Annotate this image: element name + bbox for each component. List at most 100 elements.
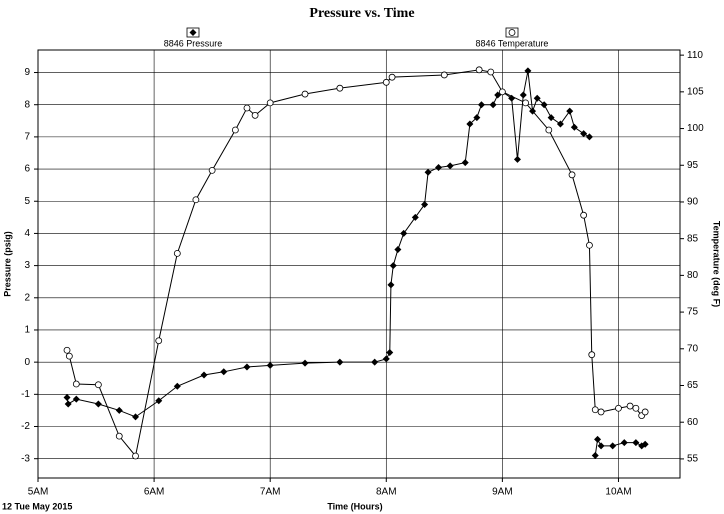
series-line (66, 70, 646, 456)
point (588, 351, 596, 359)
series-line (66, 69, 646, 458)
point (508, 94, 516, 102)
y-tick-label: -3 (21, 453, 30, 464)
point (545, 126, 553, 134)
point (533, 94, 541, 102)
plot-frame (37, 49, 681, 479)
chart-title: Pressure vs. Time (309, 6, 414, 21)
point (155, 337, 163, 345)
point (594, 435, 602, 443)
point (387, 281, 395, 289)
point (192, 196, 200, 204)
y2-tick-label: 105 (687, 86, 704, 97)
point (386, 348, 394, 356)
point (94, 381, 102, 389)
point (540, 101, 548, 109)
x-tick-label: 7AM (260, 487, 281, 498)
point (580, 211, 588, 219)
point (336, 358, 344, 366)
point (513, 155, 521, 163)
x-tick-label: 9AM (492, 487, 513, 498)
point (615, 404, 622, 412)
point (522, 99, 529, 107)
point (389, 262, 397, 270)
point (251, 111, 259, 119)
point (421, 200, 429, 208)
point (580, 130, 588, 138)
point (394, 246, 402, 254)
point (132, 452, 139, 460)
y2-tick-label: 60 (687, 417, 699, 428)
y-tick-label: 9 (24, 67, 30, 78)
point (243, 363, 251, 371)
x-tick-label: 5AM (28, 487, 49, 498)
point (132, 413, 140, 421)
point (641, 440, 649, 448)
y-tick-label: 5 (24, 196, 30, 207)
y2-tick-label: 90 (687, 197, 699, 208)
point (641, 408, 649, 416)
x-axis-title: Time (Hours) (327, 501, 382, 511)
y2-tick-label: 85 (687, 233, 699, 244)
point (487, 68, 495, 76)
point (498, 88, 506, 96)
y2-tick-label: 95 (687, 160, 699, 171)
point (547, 114, 555, 122)
point (115, 432, 123, 440)
point (566, 107, 574, 115)
point (489, 101, 497, 109)
y-tick-label: 4 (24, 228, 30, 239)
point (446, 162, 454, 170)
y-tick-label: 0 (24, 357, 30, 368)
point (400, 229, 408, 237)
point (556, 120, 564, 128)
date-label: 12 Tue May 2015 (2, 501, 72, 511)
y-tick-label: -2 (21, 421, 30, 432)
point (411, 213, 419, 221)
point (585, 133, 593, 141)
point (591, 451, 599, 459)
legend-label: 8846 Pressure (164, 38, 223, 48)
point (461, 159, 469, 167)
point (519, 91, 527, 99)
y-tick-label: 8 (24, 99, 30, 110)
point (597, 442, 605, 450)
point (63, 346, 71, 354)
y-tick-label: 6 (24, 164, 30, 175)
point (200, 371, 208, 379)
point (371, 358, 379, 366)
point (220, 368, 228, 376)
point (632, 439, 640, 447)
point (72, 395, 80, 403)
point (440, 71, 448, 79)
x-tick-label: 8AM (376, 487, 397, 498)
point (65, 352, 73, 360)
point (173, 249, 181, 257)
point (424, 168, 432, 176)
point (466, 120, 474, 128)
point (524, 67, 532, 75)
point (72, 380, 80, 388)
point (609, 442, 617, 450)
point (388, 73, 396, 81)
y2-axis-title: Temperature (deg F) (712, 221, 722, 307)
point (591, 406, 599, 414)
y2-tick-label: 80 (687, 270, 699, 281)
point (570, 123, 578, 131)
point (597, 408, 605, 416)
point (586, 241, 593, 249)
y-tick-label: 7 (24, 132, 30, 143)
y2-tick-label: 110 (687, 50, 703, 61)
point (243, 104, 251, 112)
point (301, 90, 309, 98)
point (435, 163, 443, 171)
point (473, 114, 481, 122)
point (208, 166, 216, 174)
point (231, 126, 239, 134)
point (632, 404, 640, 412)
y2-tick-label: 55 (687, 454, 699, 465)
point (173, 382, 181, 390)
point (115, 406, 123, 414)
legend-marker (508, 29, 516, 36)
